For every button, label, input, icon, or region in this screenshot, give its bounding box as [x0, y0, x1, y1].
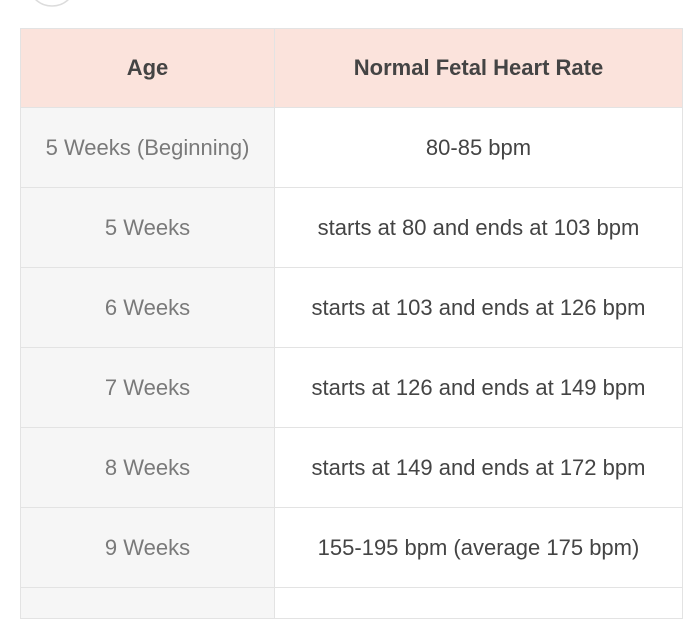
age-cell: 8 Weeks	[20, 427, 275, 508]
table-row: 9 Weeks 155-195 bpm (average 175 bpm)	[20, 507, 683, 588]
header-cell: Age	[20, 28, 275, 108]
empty-cell	[274, 587, 683, 619]
age-cell: 6 Weeks	[20, 267, 275, 348]
rate-cell: 155-195 bpm (average 175 bpm)	[274, 507, 683, 588]
empty-cell	[20, 587, 275, 619]
header-cell: Normal Fetal Heart Rate	[274, 28, 683, 108]
page: {"table": {"header": ["Age", "Normal Fet…	[20, 0, 683, 619]
rate-cell: starts at 126 and ends at 149 bpm	[274, 347, 683, 428]
age-cell: 7 Weeks	[20, 347, 275, 428]
age-cell: 9 Weeks	[20, 507, 275, 588]
scroll-circle	[35, 0, 69, 7]
age-cell: 5 Weeks (Beginning)	[20, 107, 275, 188]
rate-cell: 80-85 bpm	[274, 107, 683, 188]
partial-row	[20, 587, 683, 619]
header-row: Age Normal Fetal Heart Rate	[20, 28, 683, 108]
table-body: 5 Weeks (Beginning) 80-85 bpm 5 Weeks start…	[20, 107, 683, 619]
rate-cell: starts at 80 and ends at 103 bpm	[274, 187, 683, 268]
table-row: 5 Weeks (Beginning) 80-85 bpm	[20, 107, 683, 188]
table-row: 6 Weeks starts at 103 and ends at 126 bpm	[20, 267, 683, 348]
table-row: 7 Weeks starts at 126 and ends at 149 bpm	[20, 347, 683, 428]
circle-edge	[35, 0, 69, 7]
table-row: 5 Weeks starts at 80 and ends at 103 bpm	[20, 187, 683, 268]
age-cell: 5 Weeks	[20, 187, 275, 268]
rate-cell: starts at 103 and ends at 126 bpm	[274, 267, 683, 348]
rate-cell: starts at 149 and ends at 172 bpm	[274, 427, 683, 508]
heart-rate-table: Age Normal Fetal Heart Rate 5 Weeks (Beg…	[20, 28, 683, 619]
table-row: 8 Weeks starts at 149 and ends at 172 bpm	[20, 427, 683, 508]
